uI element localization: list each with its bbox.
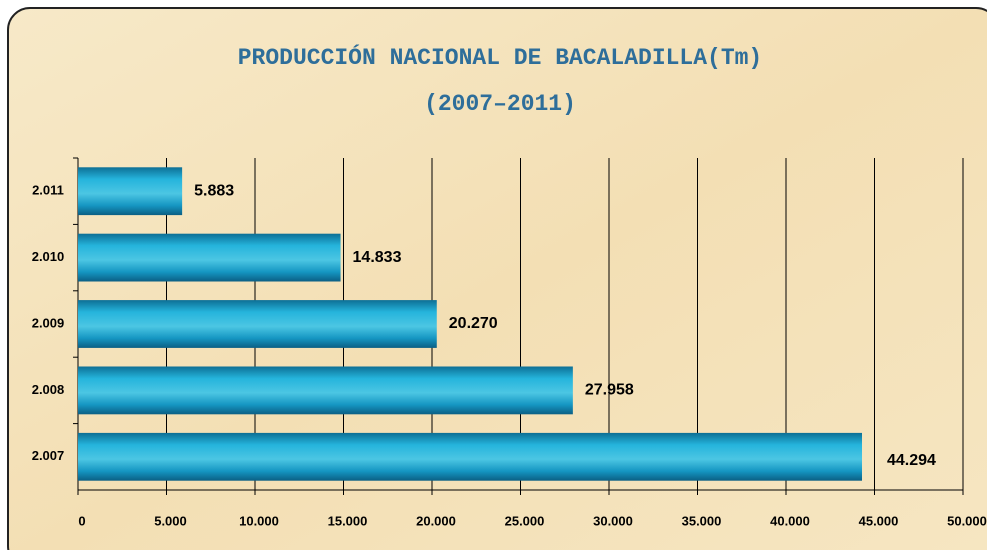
- x-tick-label: 40.000: [770, 513, 810, 528]
- value-label: 20.270: [449, 315, 498, 332]
- y-tick-label: 2.011: [32, 183, 64, 198]
- value-label: 44.294: [887, 452, 936, 469]
- value-label: 27.958: [585, 382, 634, 399]
- bar: [78, 300, 437, 348]
- x-tick-label: 25.000: [505, 513, 545, 528]
- x-tick-label: 50.000: [947, 513, 987, 528]
- y-tick-label: 2.009: [32, 315, 65, 330]
- x-tick-label: 0: [78, 513, 85, 528]
- chart-title: PRODUCCIÓN NACIONAL DE BACALADILLA(Tm): [238, 43, 763, 71]
- y-tick-label: 2.008: [32, 382, 65, 397]
- chart-subtitle: (2007–2011): [424, 91, 576, 117]
- y-tick-label: 2.007: [32, 448, 65, 463]
- x-tick-label: 30.000: [593, 513, 633, 528]
- chart: PRODUCCIÓN NACIONAL DE BACALADILLA(Tm) (…: [0, 0, 987, 550]
- x-tick-label: 15.000: [328, 513, 368, 528]
- bar: [78, 234, 341, 282]
- value-label: 14.833: [353, 249, 402, 266]
- value-label: 5.883: [194, 182, 234, 199]
- bar: [78, 167, 182, 215]
- x-tick-label: 5.000: [154, 513, 187, 528]
- bar: [78, 433, 862, 481]
- x-tick-label: 10.000: [239, 513, 279, 528]
- x-tick-label: 20.000: [416, 513, 456, 528]
- y-tick-label: 2.010: [32, 249, 65, 264]
- x-tick-label: 45.000: [859, 513, 899, 528]
- x-tick-label: 35.000: [682, 513, 722, 528]
- bar: [78, 366, 573, 414]
